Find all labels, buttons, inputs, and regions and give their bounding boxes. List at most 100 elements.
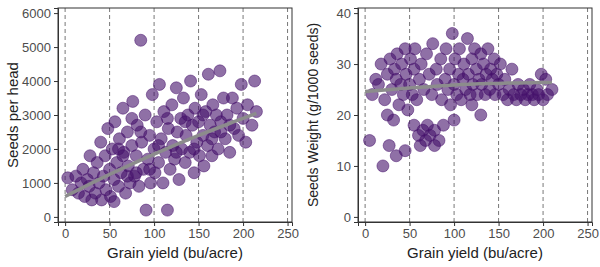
scatter-point (95, 136, 107, 148)
tick: 1000 (22, 176, 58, 191)
grid-line (154, 8, 155, 222)
scatter-point (409, 43, 421, 55)
scatter-point (170, 82, 182, 94)
tick-mark (54, 81, 58, 82)
y-axis: 0100020003000400050006000 (22, 6, 58, 225)
scatter-point (381, 109, 393, 121)
scatter-point (127, 95, 139, 107)
tick: 5000 (22, 40, 58, 55)
trend-line (365, 82, 552, 91)
tick-mark (54, 217, 58, 218)
tick-label: 100 (144, 226, 166, 241)
scatter-point (440, 43, 452, 55)
tick-label: 150 (488, 226, 510, 241)
scatter-point (135, 34, 147, 46)
scatter-point (429, 140, 441, 152)
scatter-point (166, 99, 178, 111)
grid-line (287, 8, 288, 222)
y-axis: 0 10 20 30 40 (337, 6, 359, 225)
scatter-point (249, 75, 261, 87)
tick: 150 (488, 222, 510, 241)
scatter-point (453, 43, 465, 55)
plot-frame (58, 8, 292, 222)
tick-label: 5000 (22, 40, 51, 55)
tick-mark (54, 183, 58, 184)
tick-mark (354, 217, 358, 218)
tick-label: 30 (337, 57, 351, 72)
tick: 0 (344, 210, 358, 225)
scatter-point (546, 84, 558, 96)
tick: 4000 (22, 74, 58, 89)
tick-label: 50 (403, 226, 417, 241)
panel: 0501001502002500100020003000400050006000… (4, 6, 299, 261)
tick: 200 (233, 222, 255, 241)
scatter-point (195, 89, 207, 101)
tick: 0 (62, 222, 69, 241)
x-axis-title: Grain yield (bu/acre) (407, 244, 543, 261)
grid-line (65, 8, 66, 222)
plot-frame (358, 8, 592, 222)
tick-label: 2000 (22, 142, 51, 157)
grid-line (543, 8, 544, 222)
plot-marks (62, 34, 263, 216)
tick-label: 250 (277, 226, 299, 241)
tick: 250 (277, 222, 299, 241)
scatter-point (139, 109, 151, 121)
scatter-point (240, 136, 252, 148)
tick-label: 200 (233, 226, 255, 241)
tick: 150 (188, 222, 210, 241)
scatter-point (214, 65, 226, 77)
scatter-point (144, 163, 156, 175)
scatter-point (198, 160, 210, 172)
scatter-point (109, 116, 121, 128)
scatter-point (202, 68, 214, 80)
scatter-point (437, 119, 449, 131)
scatter-point (445, 99, 457, 111)
x-axis: 050100150200250 (359, 222, 599, 241)
scatter-point (140, 204, 152, 216)
tick-label: 150 (188, 226, 210, 241)
scatter-point (126, 112, 138, 124)
scatter-point (494, 58, 506, 70)
scatter-point (197, 109, 209, 121)
scatter-point (364, 134, 376, 146)
scatter-point (246, 119, 258, 131)
x-axis-title: Grain yield (bu/acre) (107, 244, 243, 261)
tick: 250 (577, 222, 599, 241)
tick-mark (54, 47, 58, 48)
tick: 20 (337, 108, 358, 123)
tick-mark (54, 115, 58, 116)
grid-line (498, 8, 499, 222)
scatter-point (377, 160, 389, 172)
tick-label: 4000 (22, 74, 51, 89)
grid-line (587, 8, 588, 222)
scatter-point (161, 204, 173, 216)
plot-marks (364, 27, 558, 171)
tick-label: 3000 (22, 108, 51, 123)
tick-label: 40 (337, 6, 351, 21)
scatter-series (364, 27, 558, 171)
scatter-point (108, 196, 120, 208)
scatter-point (185, 75, 197, 87)
axis-line (54, 9, 59, 223)
grid (65, 8, 287, 222)
tick-label: 250 (577, 226, 599, 241)
scatter-point (177, 92, 189, 104)
tick: 10 (337, 159, 358, 174)
scatter-point (446, 27, 458, 39)
scatter-point (421, 48, 433, 60)
scatter-point (383, 140, 395, 152)
y-axis-title: Seeds Weight (g/1000 seeds) (305, 23, 321, 207)
tick: 0 (44, 210, 58, 225)
tick: 3000 (22, 108, 58, 123)
tick: 2000 (22, 142, 58, 157)
tick: 40 (337, 6, 358, 21)
tick: 100 (444, 222, 466, 241)
scatter-point (135, 126, 147, 138)
scatter-point (130, 167, 142, 179)
tick-label: 20 (337, 108, 351, 123)
scatter-point (427, 38, 439, 50)
tick-mark (354, 115, 358, 116)
tick-label: 1000 (22, 176, 51, 191)
tick-mark (354, 166, 358, 167)
